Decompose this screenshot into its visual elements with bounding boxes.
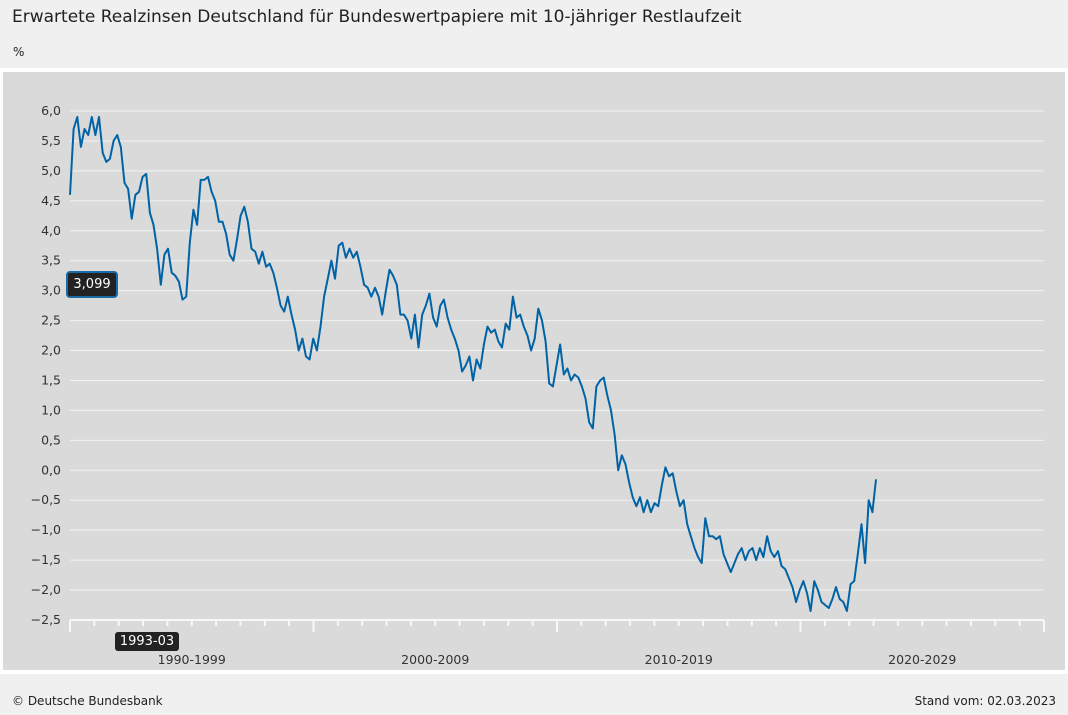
copyright: © Deutsche Bundesbank: [12, 694, 163, 708]
y-tick-label: −0,5: [31, 492, 61, 507]
y-crosshair-label: 3,099: [66, 271, 118, 298]
y-tick-label: −2,5: [31, 612, 61, 627]
x-category-label: 1990-1999: [158, 652, 226, 667]
y-tick-label: 5,0: [41, 163, 61, 178]
x-category-label: 2000-2009: [401, 652, 469, 667]
y-tick-label: 0,0: [41, 462, 61, 477]
x-category-label: 2010-2019: [645, 652, 713, 667]
data-date: Stand vom: 02.03.2023: [914, 694, 1056, 708]
chart-footer: © Deutsche Bundesbank Stand vom: 02.03.2…: [0, 674, 1068, 715]
chart-title: Erwartete Realzinsen Deutschland für Bun…: [12, 7, 742, 27]
y-tick-label: 2,5: [41, 313, 61, 328]
y-tick-label: −1,0: [31, 522, 61, 537]
y-tick-label: 5,5: [41, 133, 61, 148]
y-tick-label: 0,5: [41, 432, 61, 447]
y-tick-label: 3,5: [41, 253, 61, 268]
y-tick-label: 4,0: [41, 223, 61, 238]
plot-background: [3, 72, 1065, 670]
y-tick-label: 3,0: [41, 283, 61, 298]
y-tick-label: −2,0: [31, 582, 61, 597]
unit-label: %: [13, 45, 25, 59]
series-line: [69, 116, 877, 612]
y-tick-label: 1,0: [41, 402, 61, 417]
y-tick-label: 4,5: [41, 193, 61, 208]
y-tick-label: −1,5: [31, 552, 61, 567]
x-category-label: 2020-2029: [888, 652, 956, 667]
y-tick-label: 2,0: [41, 343, 61, 358]
y-tick-label: 6,0: [41, 103, 61, 118]
y-tick-label: 1,5: [41, 372, 61, 387]
x-crosshair-label: 1993-03: [115, 632, 179, 651]
chart-header: Erwartete Realzinsen Deutschland für Bun…: [0, 0, 1068, 68]
